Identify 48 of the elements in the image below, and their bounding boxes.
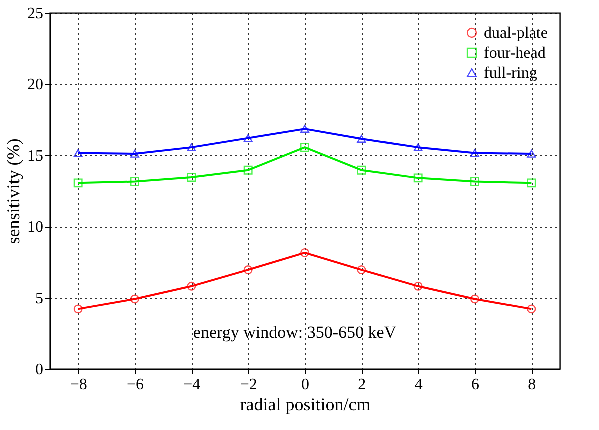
y-axis-title: sensitivity (%)	[4, 138, 24, 244]
x-tick-label: −8	[70, 376, 88, 394]
point	[527, 178, 536, 188]
point	[130, 150, 140, 158]
y-tick-label: 10	[28, 219, 44, 236]
point	[300, 125, 310, 134]
point	[244, 166, 253, 175]
y-tick-label: 15	[28, 148, 44, 165]
x-tick-label: 8	[528, 376, 536, 394]
point	[470, 149, 480, 158]
point	[74, 304, 83, 314]
legend-label: dual-plate	[484, 25, 548, 42]
annotation: energy window: 350-650 keV	[193, 323, 398, 342]
point	[470, 177, 480, 186]
x-tick-label: 2	[358, 376, 366, 394]
point	[187, 144, 196, 152]
point	[74, 178, 83, 188]
point	[300, 248, 310, 258]
point	[357, 266, 366, 274]
x-axis-title: radial position/cm	[240, 394, 371, 414]
y-tick-label: 0	[36, 362, 44, 378]
point	[357, 166, 366, 175]
point	[74, 149, 83, 158]
y-tick-label: 25	[28, 6, 44, 22]
point	[130, 294, 140, 304]
point	[187, 282, 196, 291]
point	[300, 143, 310, 152]
point	[244, 134, 253, 142]
x-tick-label: 0	[302, 376, 310, 394]
point	[527, 150, 536, 158]
point	[414, 144, 423, 152]
x-tick-label: 6	[472, 376, 480, 394]
legend-label: four-head	[484, 45, 546, 62]
point	[527, 304, 536, 314]
point	[187, 173, 196, 182]
y-tick-label: 20	[28, 76, 44, 94]
legend-label: full-ring	[484, 65, 538, 82]
x-tick-label: −2	[240, 376, 258, 394]
point	[130, 177, 140, 186]
point	[244, 266, 253, 274]
x-tick-label: 4	[414, 376, 423, 394]
y-tick-label: 5	[36, 290, 44, 308]
x-tick-label: −6	[126, 376, 144, 394]
x-tick-label: −4	[184, 376, 201, 394]
point	[414, 282, 423, 291]
point	[414, 174, 423, 183]
point	[357, 135, 366, 143]
point	[470, 294, 480, 304]
